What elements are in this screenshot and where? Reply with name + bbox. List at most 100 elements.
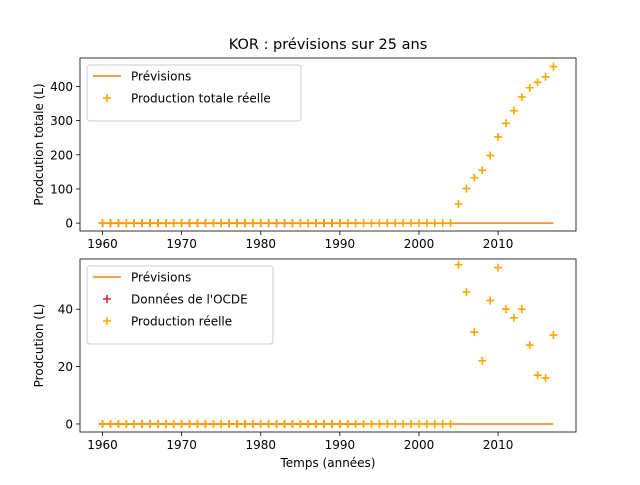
x-tick-label: 1960 (87, 237, 118, 251)
actual-point (509, 106, 518, 115)
actual-point (478, 166, 487, 175)
actual-point (351, 219, 360, 228)
actual-point (217, 219, 226, 228)
y-tick-label: 20 (58, 360, 73, 374)
panel-1: 1960 1970 1980 1990 2000 2010 0 100 200 300 400 Pro… (32, 57, 577, 251)
panel-2: 1960 1970 1980 1990 2000 2010 0 20 40 Prodcution … (32, 258, 577, 470)
actual-point (509, 313, 518, 322)
actual-point (106, 219, 115, 228)
actual-point (533, 371, 542, 380)
actual-point (161, 419, 170, 428)
actual-point (130, 219, 139, 228)
actual-point (407, 219, 416, 228)
actual-point (248, 219, 257, 228)
actual-point (296, 219, 305, 228)
actual-point (169, 219, 178, 228)
actual-point (470, 173, 479, 182)
actual-point (304, 219, 313, 228)
y-tick-label: 200 (50, 148, 73, 162)
actual-point (414, 419, 423, 428)
legend-label: Prévisions (131, 271, 191, 285)
actual-point (399, 419, 408, 428)
actual-point (438, 419, 447, 428)
actual-point (256, 419, 265, 428)
actual-point (391, 219, 400, 228)
chart-title: KOR : prévisions sur 25 ans (229, 37, 428, 53)
actual-point (533, 78, 542, 87)
actual-point (525, 341, 534, 350)
y-tick-label: 400 (50, 80, 73, 94)
actual-point (304, 419, 313, 428)
actual-point (114, 219, 123, 228)
actual-point (146, 419, 155, 428)
actual-point (399, 219, 408, 228)
actual-point (288, 419, 297, 428)
actual-point (177, 219, 186, 228)
actual-point (383, 419, 392, 428)
actual-point (478, 356, 487, 365)
actual-point (343, 419, 352, 428)
actual-point (541, 374, 550, 383)
actual-point (130, 419, 139, 428)
actual-point (280, 419, 289, 428)
actual-point (138, 419, 147, 428)
actual-point (201, 419, 210, 428)
y-tick-label: 40 (58, 303, 73, 317)
x-tick-label: 1970 (166, 438, 197, 452)
actual-point (122, 419, 131, 428)
actual-point (169, 419, 178, 428)
actual-point (335, 419, 344, 428)
actual-point (549, 62, 558, 71)
actual-point (240, 419, 249, 428)
actual-point (351, 419, 360, 428)
actual-point (256, 219, 265, 228)
actual-point (312, 419, 321, 428)
x-tick-label: 1990 (325, 237, 356, 251)
actual-point (153, 219, 162, 228)
actual-point (225, 219, 234, 228)
actual-point (375, 219, 384, 228)
actual-point (106, 419, 115, 428)
actual-point (272, 219, 281, 228)
actual-point (327, 419, 336, 428)
actual-point (209, 219, 218, 228)
actual-point (446, 219, 455, 228)
actual-point (430, 419, 439, 428)
legend-box (86, 265, 274, 345)
legend-marker-swatch (103, 317, 111, 325)
actual-point (185, 419, 194, 428)
panels: 1960 1970 1980 1990 2000 20100100200300400Pro… (32, 57, 577, 470)
actual-point (525, 83, 534, 92)
actual-point (185, 219, 194, 228)
actual-point (312, 219, 321, 228)
actual-point (391, 419, 400, 428)
legend-box (86, 64, 302, 122)
legend-marker-swatch (103, 295, 111, 303)
actual-point (335, 219, 344, 228)
actual-point (98, 419, 107, 428)
actual-point (320, 419, 329, 428)
actual-point (486, 151, 495, 160)
actual-point (177, 419, 186, 428)
actual-point (414, 219, 423, 228)
actual-point (201, 219, 210, 228)
actual-point (114, 419, 123, 428)
actual-point (225, 419, 234, 428)
actual-point (501, 305, 510, 314)
actual-point (446, 419, 455, 428)
actual-point (296, 419, 305, 428)
actual-point (501, 119, 510, 128)
legend-label: Prévisions (131, 70, 191, 84)
actual-point (138, 219, 147, 228)
actual-point (240, 219, 249, 228)
axes-frame (79, 57, 577, 232)
y-axis-label: Prodcution (L) (32, 304, 46, 388)
actual-point (517, 92, 526, 101)
actual-point (146, 219, 155, 228)
actual-point (193, 419, 202, 428)
legend-label: Production totale réelle (131, 92, 271, 106)
actual-point (264, 219, 273, 228)
actual-point (454, 199, 463, 208)
actual-point (248, 419, 257, 428)
actual-point (541, 72, 550, 81)
